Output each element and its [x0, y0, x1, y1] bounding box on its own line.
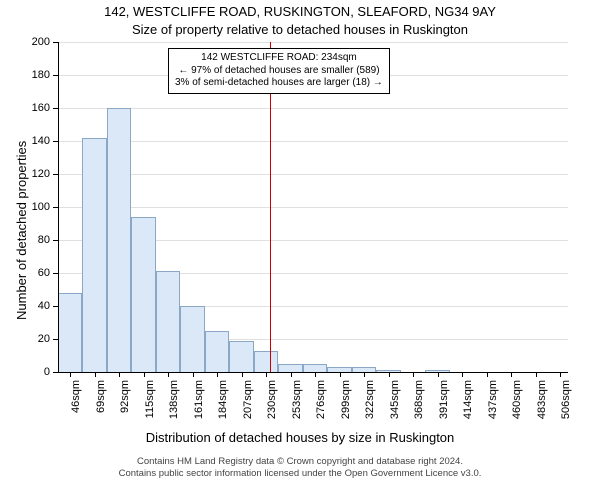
x-tick-label: 46sqm	[70, 380, 82, 430]
x-tick-label: 460sqm	[511, 380, 523, 430]
y-tick-label: 140	[20, 135, 50, 147]
histogram-bar	[131, 217, 155, 372]
x-tick-label: 92sqm	[119, 380, 131, 430]
histogram-bar	[278, 364, 302, 372]
y-tick-label: 60	[20, 267, 50, 279]
x-tick-label: 483sqm	[536, 380, 548, 430]
grid-line	[58, 207, 568, 208]
y-tick-label: 200	[20, 36, 50, 48]
page-subtitle: Size of property relative to detached ho…	[0, 22, 600, 37]
x-tick-label: 368sqm	[413, 380, 425, 430]
callout-box: 142 WESTCLIFFE ROAD: 234sqm ← 97% of det…	[168, 48, 390, 94]
callout-line-3: 3% of semi-detached houses are larger (1…	[175, 77, 383, 90]
x-tick-label: 414sqm	[462, 380, 474, 430]
x-axis-label: Distribution of detached houses by size …	[0, 430, 600, 445]
x-tick-label: 69sqm	[95, 380, 107, 430]
y-tick-label: 80	[20, 234, 50, 246]
grid-line	[58, 141, 568, 142]
footer: Contains HM Land Registry data © Crown c…	[0, 456, 600, 481]
grid-line	[58, 174, 568, 175]
y-tick-label: 160	[20, 102, 50, 114]
histogram-bar	[180, 306, 204, 372]
callout-line-2: ← 97% of detached houses are smaller (58…	[175, 65, 383, 78]
x-tick-label: 138sqm	[168, 380, 180, 430]
y-tick-label: 40	[20, 300, 50, 312]
grid-line	[58, 42, 568, 43]
histogram-bar	[156, 271, 180, 372]
histogram-bar	[82, 138, 106, 372]
footer-line-1: Contains HM Land Registry data © Crown c…	[8, 456, 592, 468]
x-tick-label: 230sqm	[266, 380, 278, 430]
x-tick-label: 322sqm	[364, 380, 376, 430]
histogram-bar	[58, 293, 82, 372]
footer-line-2: Contains public sector information licen…	[8, 468, 592, 480]
y-tick-label: 0	[20, 366, 50, 378]
histogram-bar	[229, 341, 253, 372]
y-axis-line	[58, 42, 59, 372]
y-tick-label: 100	[20, 201, 50, 213]
y-tick-label: 20	[20, 333, 50, 345]
callout-line-1: 142 WESTCLIFFE ROAD: 234sqm	[175, 52, 383, 65]
x-tick-label: 391sqm	[438, 380, 450, 430]
x-tick-label: 184sqm	[217, 380, 229, 430]
histogram-bar	[107, 108, 131, 372]
x-tick-label: 253sqm	[291, 380, 303, 430]
x-tick-label: 276sqm	[315, 380, 327, 430]
x-tick-label: 207sqm	[242, 380, 254, 430]
x-tick-label: 437sqm	[487, 380, 499, 430]
y-tick-label: 180	[20, 69, 50, 81]
grid-line	[58, 108, 568, 109]
histogram-bar	[303, 364, 327, 372]
page-title: 142, WESTCLIFFE ROAD, RUSKINGTON, SLEAFO…	[0, 4, 600, 19]
x-tick-label: 115sqm	[144, 380, 156, 430]
x-tick-label: 345sqm	[389, 380, 401, 430]
x-tick-label: 506sqm	[560, 380, 572, 430]
y-tick-label: 120	[20, 168, 50, 180]
x-axis-line	[58, 372, 568, 373]
histogram-bar	[254, 351, 278, 372]
x-tick-label: 161sqm	[193, 380, 205, 430]
histogram-bar	[205, 331, 229, 372]
x-tick-label: 299sqm	[340, 380, 352, 430]
